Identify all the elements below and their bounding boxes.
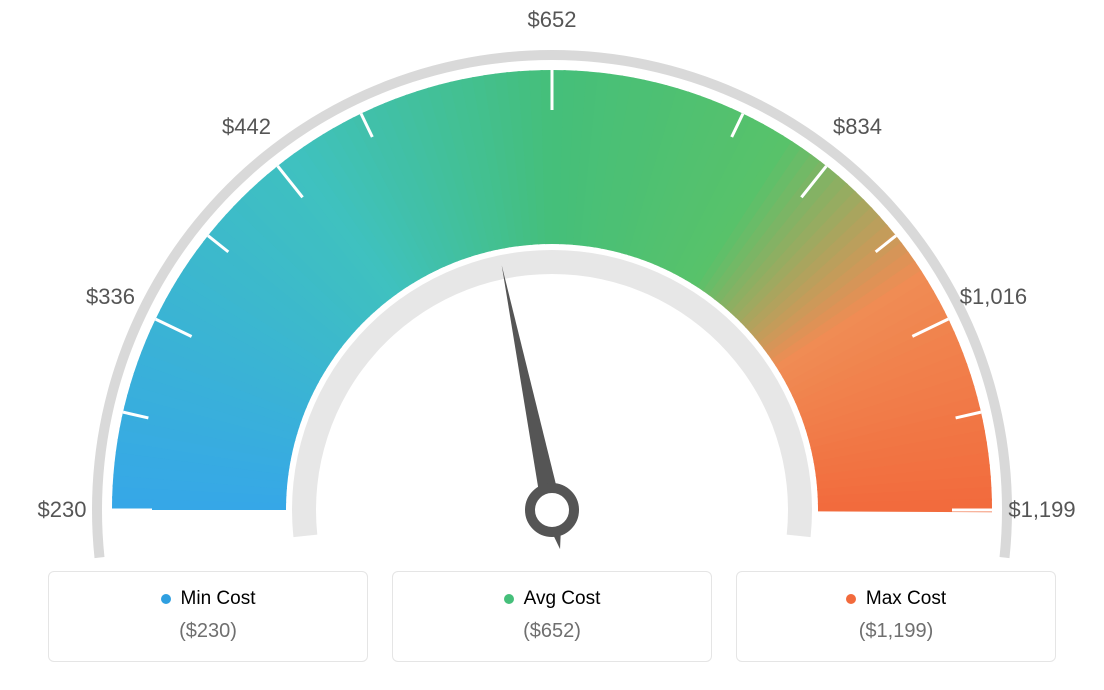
legend-label-min: Min Cost — [161, 588, 256, 610]
legend-value-max: ($1,199) — [747, 620, 1045, 643]
gauge-scale-label: $1,199 — [1008, 497, 1075, 523]
gauge-chart: $230 $336 $442 $652 $834 $1,016 $1,199 — [0, 0, 1104, 560]
gauge-scale-label: $1,016 — [960, 284, 1027, 310]
legend-value-avg: ($652) — [403, 620, 701, 643]
legend-card-min: Min Cost ($230) — [48, 571, 368, 662]
legend-text-min: Min Cost — [181, 588, 256, 610]
legend-label-avg: Avg Cost — [504, 588, 601, 610]
legend-card-max: Max Cost ($1,199) — [736, 571, 1056, 662]
gauge-scale-label: $230 — [38, 497, 87, 523]
legend-row: Min Cost ($230) Avg Cost ($652) Max Cost… — [0, 571, 1104, 662]
dot-icon — [161, 594, 171, 604]
gauge-scale-label: $834 — [833, 114, 882, 140]
gauge-scale-label: $442 — [222, 114, 271, 140]
gauge-svg — [0, 0, 1104, 560]
dot-icon — [504, 594, 514, 604]
legend-value-min: ($230) — [59, 620, 357, 643]
legend-label-max: Max Cost — [846, 588, 946, 610]
gauge-scale-label: $336 — [86, 284, 135, 310]
legend-text-avg: Avg Cost — [524, 588, 601, 610]
dot-icon — [846, 594, 856, 604]
legend-card-avg: Avg Cost ($652) — [392, 571, 712, 662]
gauge-scale-label: $652 — [528, 7, 577, 33]
chart-container: $230 $336 $442 $652 $834 $1,016 $1,199 Min Cos… — [0, 0, 1104, 690]
legend-text-max: Max Cost — [866, 588, 946, 610]
